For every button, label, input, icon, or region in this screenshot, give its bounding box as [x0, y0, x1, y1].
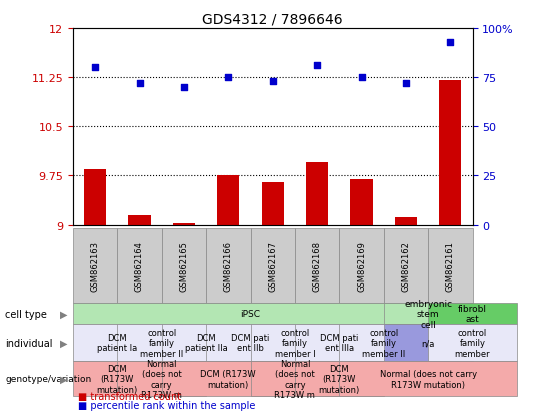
Text: ▶: ▶: [60, 309, 68, 319]
Text: Normal
(does not
carry
R173W m: Normal (does not carry R173W m: [274, 359, 315, 399]
Text: ▶: ▶: [60, 338, 68, 348]
Text: genotype/variation: genotype/variation: [5, 375, 92, 383]
Text: DCM pati
ent IIb: DCM pati ent IIb: [231, 333, 269, 352]
Bar: [173, 224, 195, 225]
Text: iPSC: iPSC: [240, 309, 260, 318]
Text: ■ percentile rank within the sample: ■ percentile rank within the sample: [78, 400, 255, 410]
Text: DCM (R173W
mutation): DCM (R173W mutation): [200, 369, 256, 389]
Point: [402, 81, 410, 87]
Text: GSM862169: GSM862169: [357, 240, 366, 291]
Bar: [439, 81, 461, 225]
Text: Normal (does not carry
R173W mutation): Normal (does not carry R173W mutation): [380, 369, 477, 389]
Text: ■ transformed count: ■ transformed count: [78, 392, 181, 401]
Text: cell type: cell type: [5, 309, 48, 319]
Text: Normal
(does not
carry
R173W m: Normal (does not carry R173W m: [141, 359, 182, 399]
Text: GSM862166: GSM862166: [224, 240, 233, 291]
Bar: [217, 176, 239, 225]
Text: GSM862164: GSM862164: [135, 240, 144, 291]
Text: fibrobl
ast: fibrobl ast: [458, 304, 487, 323]
Bar: [84, 169, 106, 225]
Text: control
family
member I: control family member I: [274, 328, 315, 358]
Point: [224, 75, 233, 81]
Text: individual: individual: [5, 338, 53, 348]
Bar: [261, 183, 284, 225]
Text: GSM862167: GSM862167: [268, 240, 277, 291]
Text: control
family
member II: control family member II: [362, 328, 406, 358]
Text: GSM862168: GSM862168: [313, 240, 322, 291]
Point: [268, 78, 277, 85]
Text: control
family
member: control family member: [455, 328, 490, 358]
Text: DCM
patient Ia: DCM patient Ia: [97, 333, 137, 352]
Text: n/a: n/a: [421, 338, 435, 347]
Point: [91, 65, 99, 71]
Title: GDS4312 / 7896646: GDS4312 / 7896646: [202, 12, 343, 26]
Text: ▶: ▶: [60, 374, 68, 384]
Text: embryonic
stem
cell: embryonic stem cell: [404, 299, 452, 329]
Bar: [350, 179, 373, 225]
Text: GSM862165: GSM862165: [179, 240, 188, 291]
Point: [357, 75, 366, 81]
Text: GSM862161: GSM862161: [446, 240, 455, 291]
Text: GSM862162: GSM862162: [401, 240, 410, 291]
Point: [135, 81, 144, 87]
Point: [313, 63, 321, 69]
Point: [446, 39, 455, 46]
Point: [180, 84, 188, 91]
Text: GSM862163: GSM862163: [91, 240, 99, 291]
Bar: [129, 215, 151, 225]
Text: DCM
patient IIa: DCM patient IIa: [185, 333, 227, 352]
Text: control
family
member II: control family member II: [140, 328, 183, 358]
Text: DCM
(R173W
mutation): DCM (R173W mutation): [97, 364, 138, 394]
Text: DCM
(R173W
mutation): DCM (R173W mutation): [319, 364, 360, 394]
Text: DCM pati
ent IIIa: DCM pati ent IIIa: [320, 333, 359, 352]
Bar: [306, 163, 328, 225]
Bar: [395, 217, 417, 225]
